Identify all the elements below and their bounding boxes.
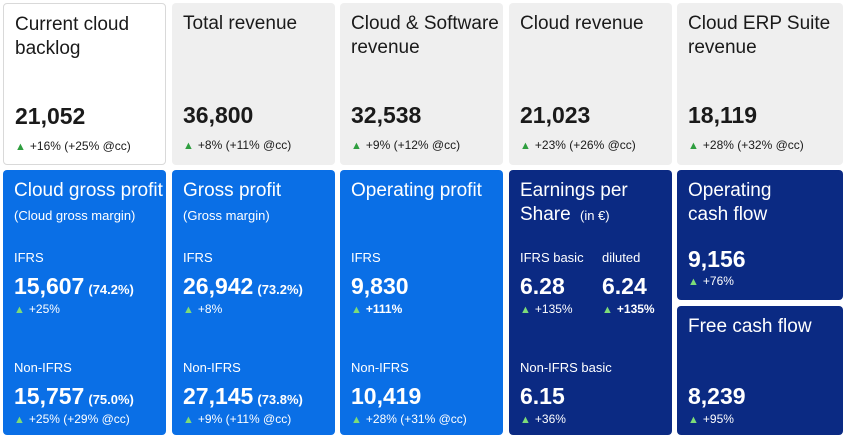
ifrs-label: IFRS xyxy=(183,250,213,265)
card-title: Cloud gross profit (Cloud gross margin) xyxy=(14,180,163,223)
kpi-change: ▲ +76% xyxy=(688,274,734,288)
diluted-change: ▲ +135% xyxy=(602,302,655,316)
card-subtitle: (Gross margin) xyxy=(183,208,270,223)
card-title: Cloud ERP Suite revenue xyxy=(688,13,831,58)
margin-percent: (73.8%) xyxy=(257,392,303,407)
non-ifrs-label: Non-IFRS xyxy=(183,360,241,375)
kpi-card-earnings-per-share: Earnings per Share (in €) IFRS basic 6.2… xyxy=(509,170,672,435)
up-triangle-icon: ▲ xyxy=(183,304,194,316)
up-triangle-icon: ▲ xyxy=(14,304,25,316)
kpi-card-cloud-revenue: Cloud revenue 21,023 ▲ +23% (+26% @cc) xyxy=(509,3,672,165)
non-ifrs-basic-label: Non-IFRS basic xyxy=(520,360,612,375)
ifrs-label: IFRS xyxy=(14,250,44,265)
up-triangle-icon: ▲ xyxy=(183,140,194,152)
card-title: Total revenue xyxy=(183,13,298,34)
up-triangle-icon: ▲ xyxy=(520,140,531,152)
kpi-change: ▲ +28% (+32% @cc) xyxy=(688,138,804,152)
kpi-value: 9,156 xyxy=(688,246,746,272)
kpi-card-free-cash-flow: Free cash flow 8,239 ▲ +95% xyxy=(677,306,843,435)
ifrs-value: 15,607 (74.2%) xyxy=(14,273,134,299)
kpi-value: 32,538 xyxy=(351,102,422,128)
kpi-value: 36,800 xyxy=(183,102,254,128)
non-ifrs-value: 10,419 xyxy=(351,383,422,409)
kpi-card-cloud-erp-suite-revenue: Cloud ERP Suite revenue 18,119 ▲ +28% (+3… xyxy=(677,3,843,165)
kpi-card-operating-profit: Operating profit IFRS 9,830 ▲ +111% Non-I… xyxy=(340,170,503,435)
unit-label: (in €) xyxy=(579,208,610,223)
ifrs-change: ▲ +25% xyxy=(14,302,60,316)
ifrs-basic-value: 6.28 xyxy=(520,273,565,299)
non-ifrs-value: 15,757 (75.0%) xyxy=(14,383,134,409)
card-title: Free cash flow xyxy=(688,316,812,337)
up-triangle-icon: ▲ xyxy=(520,304,531,316)
margin-percent: (74.2%) xyxy=(88,282,134,297)
card-title: Cloud & Software revenue xyxy=(351,13,499,58)
up-triangle-icon: ▲ xyxy=(351,414,362,426)
ifrs-basic-label: IFRS basic xyxy=(520,250,584,265)
non-ifrs-label: Non-IFRS xyxy=(14,360,72,375)
kpi-card-cloud-gross-profit: Cloud gross profit (Cloud gross margin) … xyxy=(3,170,166,435)
card-title: Cloud revenue xyxy=(520,13,644,34)
non-ifrs-basic-change: ▲ +36% xyxy=(520,412,566,426)
kpi-card-current-cloud-backlog: Current cloud backlog 21,052 ▲ +16% (+25%… xyxy=(3,3,166,165)
up-triangle-icon: ▲ xyxy=(602,304,613,316)
up-triangle-icon: ▲ xyxy=(15,141,26,153)
up-triangle-icon: ▲ xyxy=(688,414,699,426)
kpi-value: 21,052 xyxy=(15,103,86,129)
kpi-card-gross-profit: Gross profit (Gross margin) IFRS 26,942(… xyxy=(172,170,335,435)
up-triangle-icon: ▲ xyxy=(520,414,531,426)
up-triangle-icon: ▲ xyxy=(183,414,194,426)
non-ifrs-label: Non-IFRS xyxy=(351,360,409,375)
non-ifrs-change: ▲ +25% (+29% @cc) xyxy=(14,412,130,426)
kpi-card-total-revenue: Total revenue 36,800 ▲ +8% (+11% @cc) xyxy=(172,3,335,165)
up-triangle-icon: ▲ xyxy=(351,304,362,316)
ifrs-value: 9,830 xyxy=(351,273,409,299)
kpi-change: ▲ +16% (+25% @cc) xyxy=(15,139,131,153)
non-ifrs-basic-value: 6.15 xyxy=(520,383,565,409)
non-ifrs-value: 27,145 (73.8%) xyxy=(183,383,303,409)
up-triangle-icon: ▲ xyxy=(688,140,699,152)
kpi-card-cloud-software-revenue: Cloud & Software revenue 32,538 ▲ +9% (+1… xyxy=(340,3,503,165)
kpi-change: ▲ +23% (+26% @cc) xyxy=(520,138,636,152)
card-title: Current cloud backlog xyxy=(15,14,130,59)
card-title: Operating profit xyxy=(351,180,482,201)
up-triangle-icon: ▲ xyxy=(351,140,362,152)
card-title: Operating cash flow xyxy=(688,180,772,225)
ifrs-basic-change: ▲ +135% xyxy=(520,302,573,316)
card-title: Gross profit (Gross margin) xyxy=(183,180,282,223)
margin-percent: (73.2%) xyxy=(257,282,303,297)
kpi-change: ▲ +95% xyxy=(688,412,734,426)
card-title: Earnings per Share (in €) xyxy=(520,180,628,225)
kpi-change: ▲ +9% (+12% @cc) xyxy=(351,138,461,152)
ifrs-change: ▲ +8% xyxy=(183,302,223,316)
up-triangle-icon: ▲ xyxy=(14,414,25,426)
diluted-value: 6.24 xyxy=(602,273,647,299)
up-triangle-icon: ▲ xyxy=(688,276,699,288)
ifrs-change: ▲ +111% xyxy=(351,302,403,316)
non-ifrs-change: ▲ +9% (+11% @cc) xyxy=(183,412,292,426)
ifrs-value: 26,942 (73.2%) xyxy=(183,273,303,299)
kpi-change: ▲ +8% (+11% @cc) xyxy=(183,138,292,152)
card-subtitle: (Cloud gross margin) xyxy=(14,208,136,223)
diluted-label: diluted xyxy=(602,250,641,265)
ifrs-label: IFRS xyxy=(351,250,381,265)
margin-percent: (75.0%) xyxy=(88,392,134,407)
non-ifrs-change: ▲ +28% (+31% @cc) xyxy=(351,412,467,426)
kpi-value: 21,023 xyxy=(520,102,591,128)
kpi-value: 18,119 xyxy=(688,102,758,128)
kpi-value: 8,239 xyxy=(688,383,746,409)
kpi-card-operating-cash-flow: Operating cash flow 9,156 ▲ +76% xyxy=(677,170,843,300)
